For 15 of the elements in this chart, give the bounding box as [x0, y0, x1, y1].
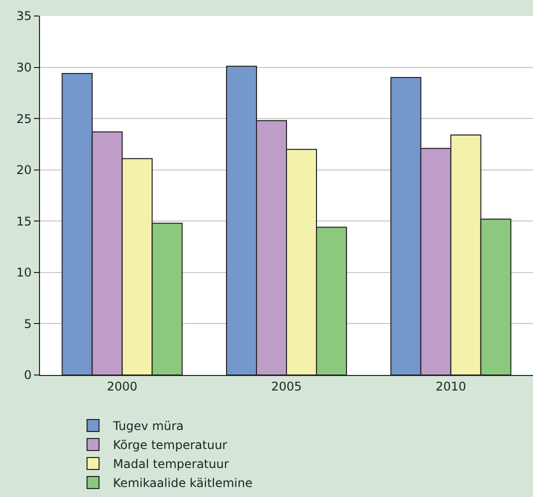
legend-label: Madal temperatuur: [113, 457, 229, 472]
legend-label: Tugev müra: [112, 419, 184, 434]
x-tick-label: 2005: [271, 379, 302, 394]
y-tick-label: 5: [24, 316, 32, 331]
legend-label: Kõrge temperatuur: [113, 438, 228, 452]
y-tick-label: 30: [16, 60, 32, 74]
y-tick-label: 15: [16, 214, 32, 228]
y-tick-label: 25: [16, 112, 32, 126]
y-tick-label: 0: [24, 368, 32, 382]
y-tick-label: 10: [16, 266, 32, 280]
x-tick-label: 2010: [436, 379, 466, 394]
x-tick-label: 2000: [106, 379, 138, 394]
y-tick-label: 35: [16, 9, 32, 24]
y-tick-label: 20: [16, 163, 32, 178]
legend-label: Kemikaalide käitlemine: [113, 476, 253, 490]
